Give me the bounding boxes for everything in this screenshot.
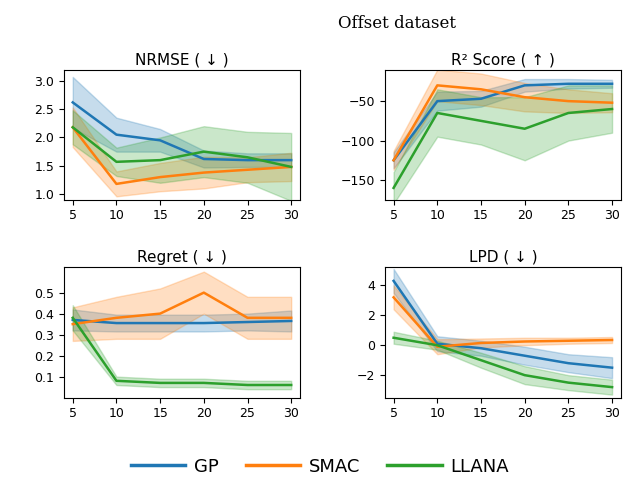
- Legend: GP, SMAC, LLANA: GP, SMAC, LLANA: [124, 451, 516, 483]
- Title: R² Score ( ↑ ): R² Score ( ↑ ): [451, 52, 555, 67]
- Text: Offset dataset: Offset dataset: [338, 15, 456, 32]
- Title: NRMSE ( ↓ ): NRMSE ( ↓ ): [135, 52, 228, 67]
- Title: LPD ( ↓ ): LPD ( ↓ ): [468, 250, 537, 265]
- Title: Regret ( ↓ ): Regret ( ↓ ): [137, 250, 227, 265]
